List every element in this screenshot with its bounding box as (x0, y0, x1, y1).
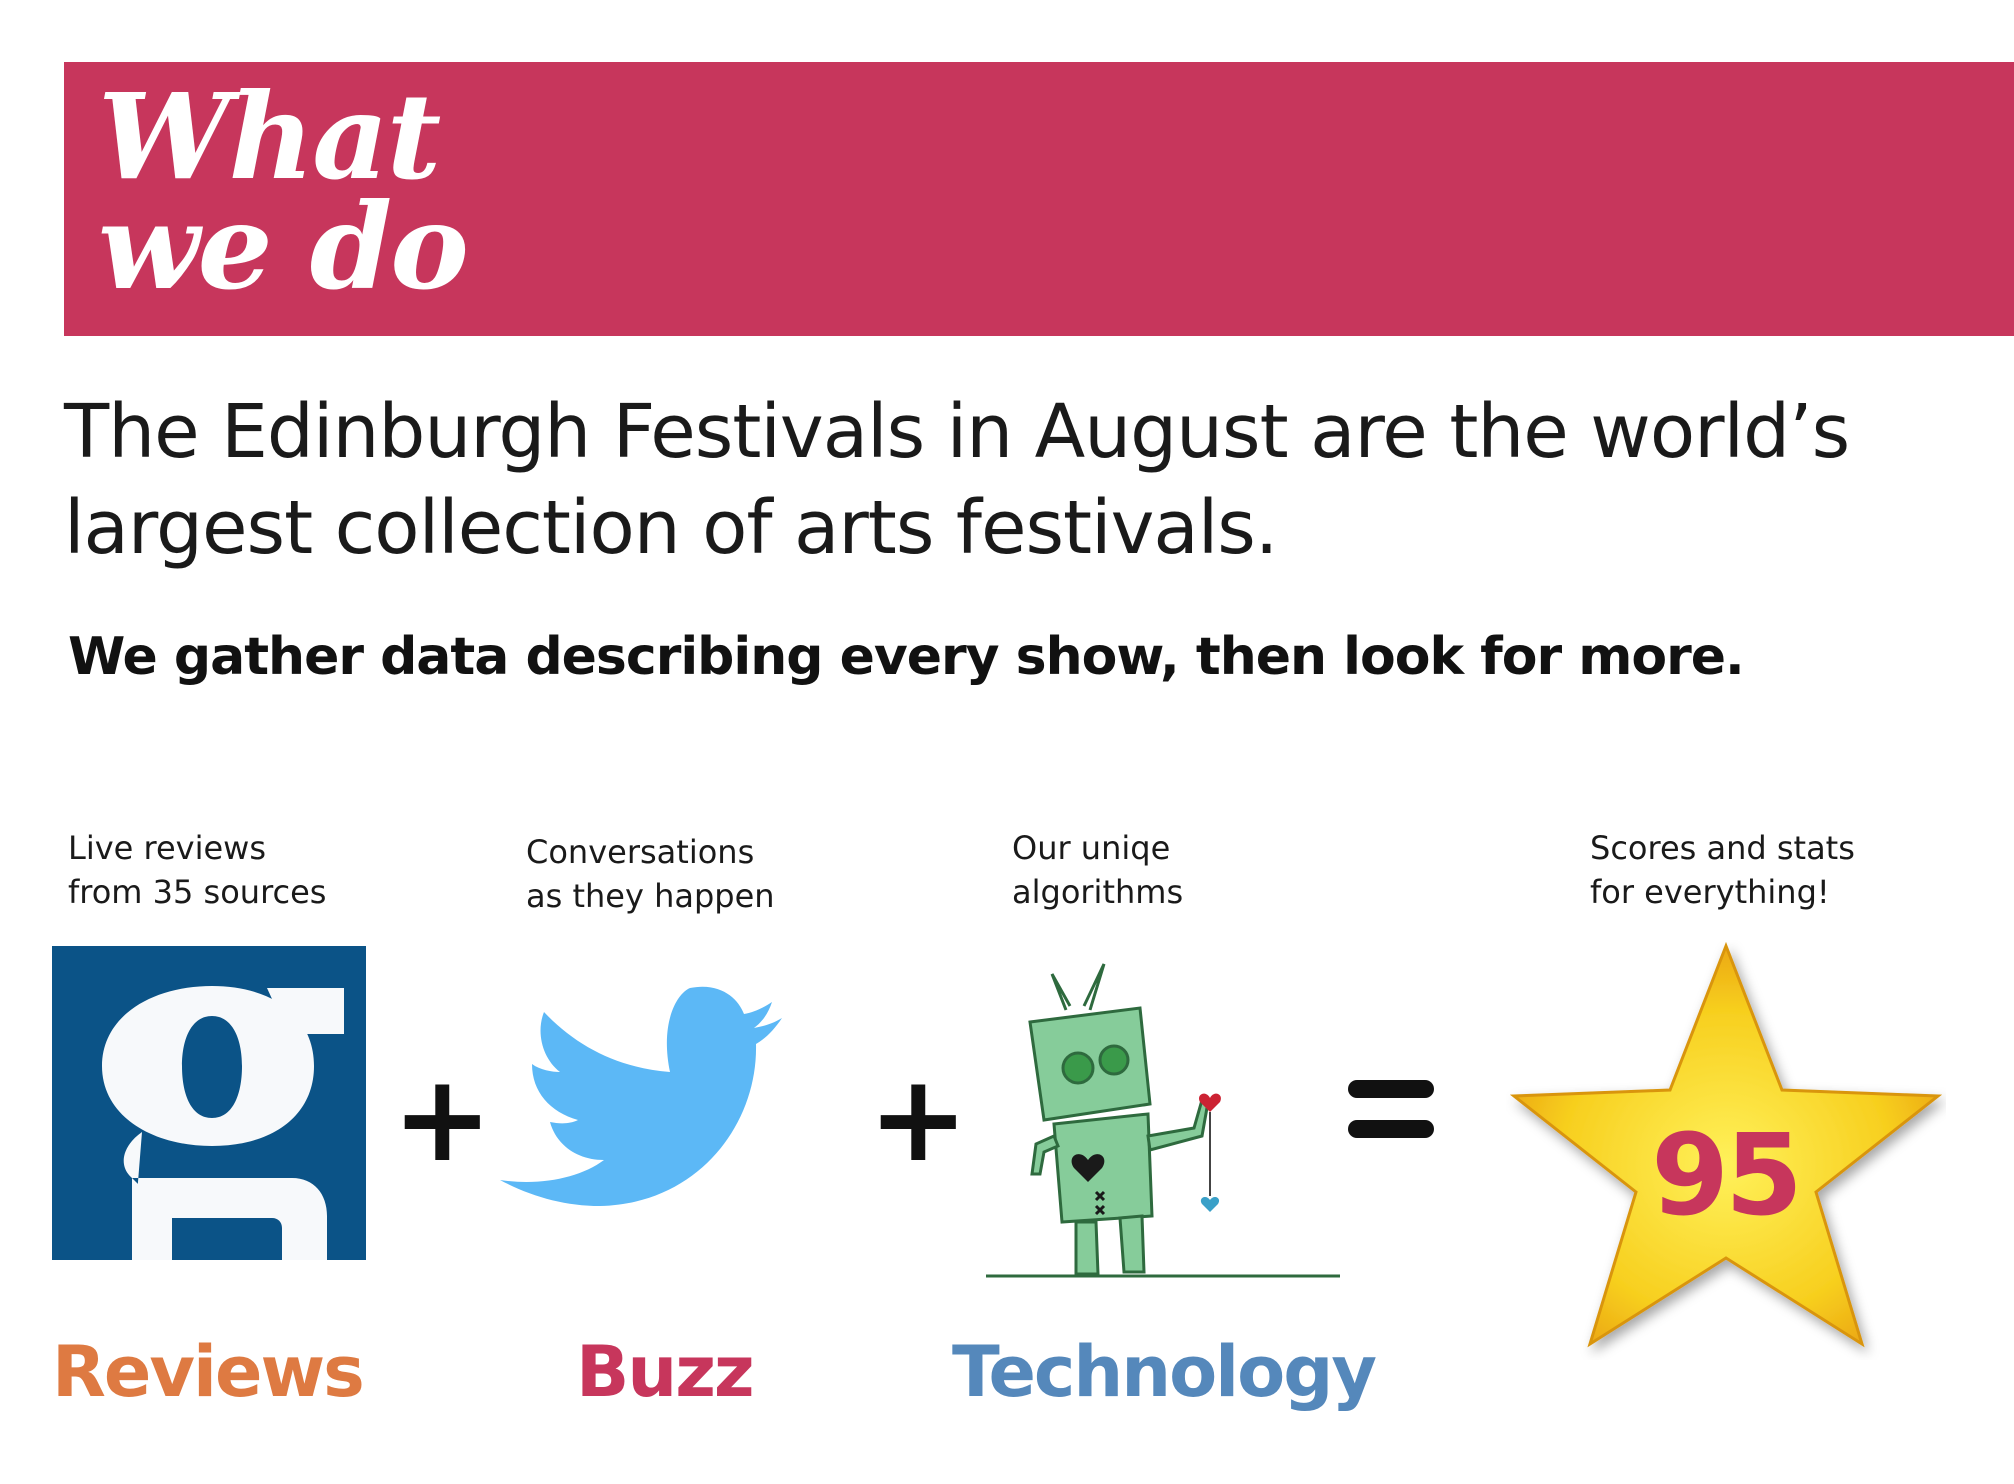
plus-operator: + (392, 1050, 493, 1189)
caption-line: from 35 sources (68, 873, 327, 911)
label-technology: Technology (952, 1331, 1377, 1413)
guardian-logo-icon (52, 946, 366, 1260)
caption-line: Our uniqe (1012, 829, 1171, 867)
page-title: What we do (98, 67, 469, 316)
page-title-line2: we do (98, 177, 469, 316)
header-banner (64, 62, 2014, 336)
score-value: 95 (1651, 1111, 1803, 1241)
plus-operator: + (868, 1050, 969, 1189)
label-reviews: Reviews (52, 1331, 365, 1413)
caption-line: Conversations (526, 833, 755, 871)
caption-line: Scores and stats (1590, 829, 1855, 867)
caption-line: algorithms (1012, 873, 1184, 911)
caption-line: as they happen (526, 877, 775, 915)
robot-icon (986, 963, 1340, 1278)
caption-buzz: Conversations as they happen (526, 830, 775, 918)
star-icon (1509, 941, 1943, 1348)
caption-reviews: Live reviews from 35 sources (68, 826, 326, 914)
twitter-bird-icon (500, 986, 782, 1206)
caption-line: Live reviews (68, 829, 267, 867)
caption-technology: Our uniqe algorithms (1012, 826, 1183, 914)
equals-operator (1348, 1080, 1434, 1138)
subline-text: We gather data describing every show, th… (68, 627, 1745, 687)
caption-scores: Scores and stats for everything! (1590, 826, 1855, 914)
page-title-line1: What (98, 67, 441, 206)
caption-line: for everything! (1590, 873, 1830, 911)
label-buzz: Buzz (576, 1331, 755, 1413)
intro-text: The Edinburgh Festivals in August are th… (64, 389, 1850, 571)
